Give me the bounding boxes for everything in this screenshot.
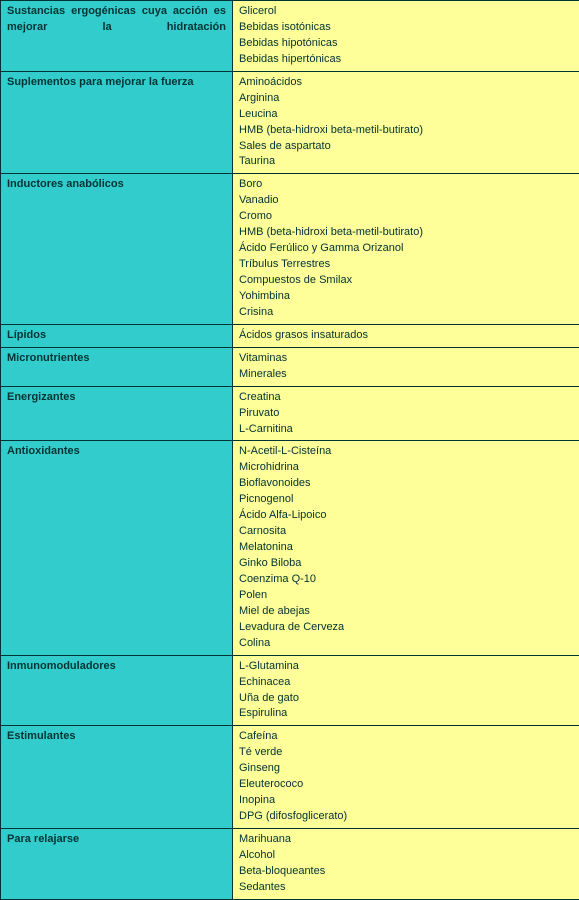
ergogenic-substances-table: Sustancias ergogénicas cuya acción es me… [0, 0, 579, 900]
item-line: Vanadio [239, 193, 573, 209]
item-line: Ácidos grasos insaturados [239, 328, 573, 344]
items-cell: VitaminasMinerales [233, 347, 579, 386]
items-cell: N-Acetil-L-CisteínaMicrohidrinaBioflavon… [233, 441, 579, 655]
item-line: Tríbulus Terrestres [239, 257, 573, 273]
item-line: Bebidas hipertónicas [239, 52, 573, 68]
item-line: Arginina [239, 91, 573, 107]
item-line: Sedantes [239, 880, 573, 896]
item-line: Bebidas hipotónicas [239, 36, 573, 52]
item-line: Sales de aspartato [239, 139, 573, 155]
item-line: Bioflavonoides [239, 476, 573, 492]
item-line: Polen [239, 588, 573, 604]
item-line: HMB (beta-hidroxi beta-metil-butirato) [239, 123, 573, 139]
item-line: Ginseng [239, 761, 573, 777]
category-cell: Energizantes [1, 386, 233, 441]
item-line: Levadura de Cerveza [239, 620, 573, 636]
table-row: AntioxidantesN-Acetil-L-CisteínaMicrohid… [1, 441, 579, 655]
item-line: Picnogenol [239, 492, 573, 508]
table-row: Suplementos para mejorar la fuerzaAminoá… [1, 71, 579, 174]
item-line: Uña de gato [239, 691, 573, 707]
category-cell: Estimulantes [1, 726, 233, 829]
items-cell: AminoácidosArgininaLeucinaHMB (beta-hidr… [233, 71, 579, 174]
item-line: Boro [239, 177, 573, 193]
item-line: Minerales [239, 367, 573, 383]
table-row: MicronutrientesVitaminasMinerales [1, 347, 579, 386]
item-line: Taurina [239, 154, 573, 170]
category-cell: Para relajarse [1, 829, 233, 900]
table-row: Inductores anabólicosBoroVanadioCromoHMB… [1, 174, 579, 324]
table-row: EnergizantesCreatinaPiruvatoL-Carnitina [1, 386, 579, 441]
item-line: Cromo [239, 209, 573, 225]
items-cell: MarihuanaAlcoholBeta-bloqueantesSedantes [233, 829, 579, 900]
items-cell: CreatinaPiruvatoL-Carnitina [233, 386, 579, 441]
item-line: L-Glutamina [239, 659, 573, 675]
item-line: Colina [239, 636, 573, 652]
item-line: Bebidas isotónicas [239, 20, 573, 36]
table-row: EstimulantesCafeínaTé verdeGinsengEleute… [1, 726, 579, 829]
category-cell: Inmunomoduladores [1, 655, 233, 726]
item-line: Piruvato [239, 406, 573, 422]
category-cell: Inductores anabólicos [1, 174, 233, 324]
item-line: Cafeína [239, 729, 573, 745]
table-row: Sustancias ergogénicas cuya acción es me… [1, 1, 579, 72]
item-line: Coenzima Q-10 [239, 572, 573, 588]
item-line: DPG (difosfoglicerato) [239, 809, 573, 825]
item-line: Beta-bloqueantes [239, 864, 573, 880]
item-line: Ácido Alfa-Lipoico [239, 508, 573, 524]
table-row: Lípidos Ácidos grasos insaturados [1, 324, 579, 347]
table-row: Para relajarseMarihuanaAlcoholBeta-bloqu… [1, 829, 579, 900]
item-line: Té verde [239, 745, 573, 761]
item-line: Leucina [239, 107, 573, 123]
item-line: Marihuana [239, 832, 573, 848]
table-row: InmunomoduladoresL-GlutaminaEchinaceaUña… [1, 655, 579, 726]
item-line: Carnosita [239, 524, 573, 540]
item-line: Inopina [239, 793, 573, 809]
item-line: Aminoácidos [239, 75, 573, 91]
category-cell: Lípidos [1, 324, 233, 347]
item-line: Microhidrina [239, 460, 573, 476]
item-line: Espirulina [239, 706, 573, 722]
item-line: Echinacea [239, 675, 573, 691]
item-line: Creatina [239, 390, 573, 406]
category-cell: Sustancias ergogénicas cuya acción es me… [1, 1, 233, 72]
item-line: Melatonina [239, 540, 573, 556]
category-cell: Suplementos para mejorar la fuerza [1, 71, 233, 174]
item-line: Ginko Biloba [239, 556, 573, 572]
category-cell: Antioxidantes [1, 441, 233, 655]
item-line: Crisina [239, 305, 573, 321]
item-line: Eleuterococo [239, 777, 573, 793]
items-cell: Ácidos grasos insaturados [233, 324, 579, 347]
item-line: Ácido Ferúlico y Gamma Orizanol [239, 241, 573, 257]
item-line: Miel de abejas [239, 604, 573, 620]
item-line: Glicerol [239, 4, 573, 20]
item-line: Compuestos de Smilax [239, 273, 573, 289]
item-line: N-Acetil-L-Cisteína [239, 444, 573, 460]
items-cell: L-GlutaminaEchinaceaUña de gatoEspirulin… [233, 655, 579, 726]
category-cell: Micronutrientes [1, 347, 233, 386]
item-line: Vitaminas [239, 351, 573, 367]
item-line: Yohimbina [239, 289, 573, 305]
items-cell: GlicerolBebidas isotónicasBebidas hipotó… [233, 1, 579, 72]
items-cell: BoroVanadioCromoHMB (beta-hidroxi beta-m… [233, 174, 579, 324]
item-line: HMB (beta-hidroxi beta-metil-butirato) [239, 225, 573, 241]
item-line: L-Carnitina [239, 422, 573, 438]
items-cell: CafeínaTé verdeGinsengEleuterococoInopin… [233, 726, 579, 829]
item-line: Alcohol [239, 848, 573, 864]
